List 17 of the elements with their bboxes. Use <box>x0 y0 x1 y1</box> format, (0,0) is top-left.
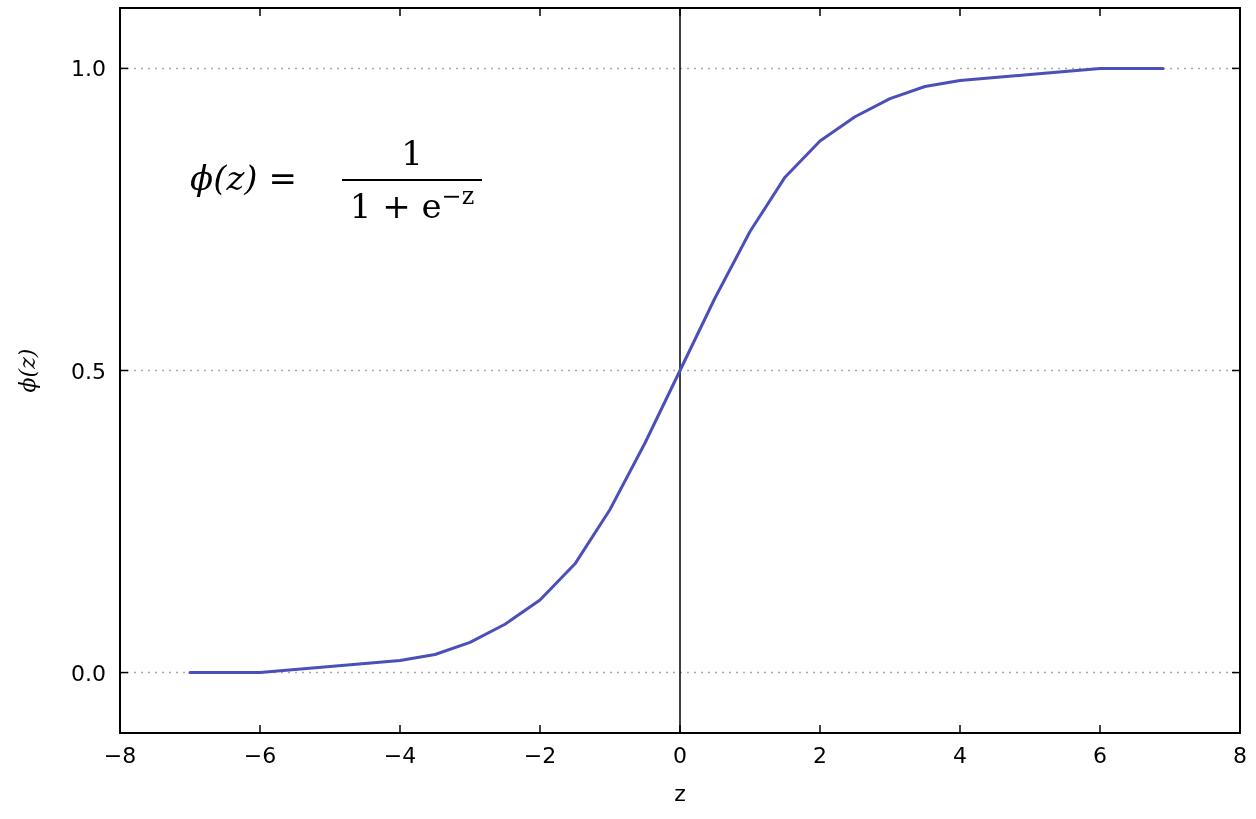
x-tick-label: −8 <box>103 743 137 768</box>
x-axis-title: z <box>674 781 686 806</box>
y-tick-label: 0.0 <box>71 660 106 686</box>
annotation: 1 <box>401 133 423 173</box>
y-axis-title: ϕ(z) <box>15 348 40 393</box>
x-tick-label: −4 <box>383 743 417 768</box>
x-tick-label: −6 <box>243 743 277 768</box>
x-tick-label: 4 <box>953 743 967 768</box>
x-tick-label: 8 <box>1233 743 1247 768</box>
x-tick-label: −2 <box>523 743 557 768</box>
annotation: ϕ(z) = <box>190 158 297 198</box>
x-tick-label: 2 <box>813 743 827 768</box>
x-tick-label: 6 <box>1093 743 1107 768</box>
y-tick-label: 0.5 <box>71 358 106 384</box>
annotation: 1 + e$^{−z}$ <box>349 182 475 226</box>
x-tick-label: 0 <box>673 743 687 768</box>
y-tick-label: 1.0 <box>71 56 106 82</box>
